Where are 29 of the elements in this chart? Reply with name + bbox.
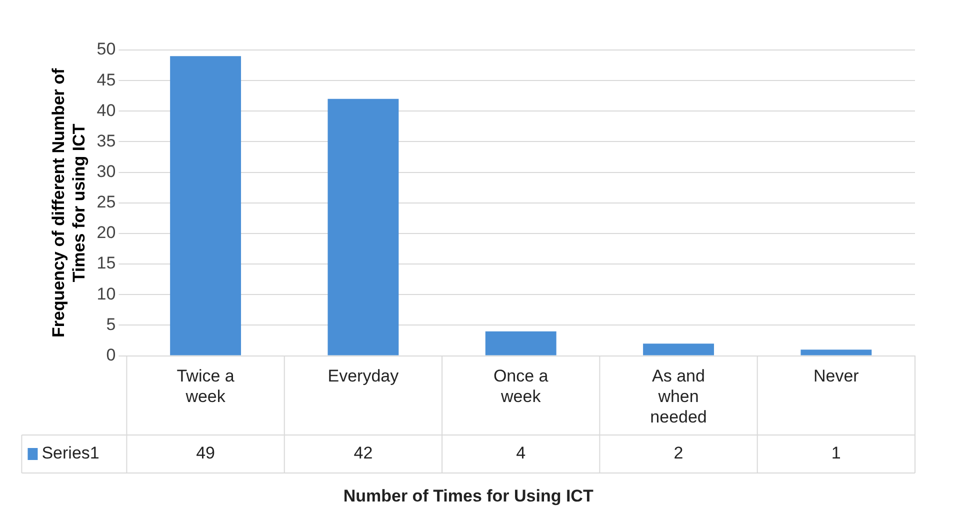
bar bbox=[485, 331, 556, 356]
bar bbox=[800, 350, 872, 356]
x-tick-label: Never bbox=[813, 366, 860, 386]
y-tick-label: 0 bbox=[106, 345, 116, 364]
y-axis-title: Frequency of different Number of Times for using ICT bbox=[48, 68, 88, 338]
legend-label: Series1 bbox=[42, 444, 100, 463]
bar bbox=[328, 98, 399, 356]
y-tick-label: 15 bbox=[96, 254, 116, 273]
data-label: 49 bbox=[196, 444, 215, 463]
data-label: 2 bbox=[674, 444, 684, 463]
x-tick-label: As and when needed bbox=[650, 366, 707, 426]
y-tick-label: 40 bbox=[96, 100, 116, 120]
y-tick-label: 35 bbox=[96, 131, 116, 150]
bar bbox=[170, 56, 242, 356]
x-tick-label: Once a week bbox=[493, 366, 549, 406]
y-tick-label: 50 bbox=[96, 40, 116, 59]
data-label: 42 bbox=[354, 444, 373, 463]
y-tick-label: 25 bbox=[96, 192, 116, 212]
y-tick-label: 30 bbox=[96, 162, 116, 182]
x-tick-label: Everyday bbox=[328, 366, 400, 386]
y-tick-label: 45 bbox=[96, 70, 116, 90]
data-label: 1 bbox=[831, 444, 841, 463]
data-label: 4 bbox=[516, 444, 526, 463]
x-axis-title: Number of Times for Using ICT bbox=[343, 486, 594, 506]
x-tick-label: Twice a week bbox=[176, 366, 235, 406]
y-tick-label: 10 bbox=[96, 284, 116, 304]
y-tick-label: 5 bbox=[106, 314, 116, 334]
y-tick-label: 20 bbox=[96, 223, 116, 242]
bar bbox=[643, 344, 714, 356]
